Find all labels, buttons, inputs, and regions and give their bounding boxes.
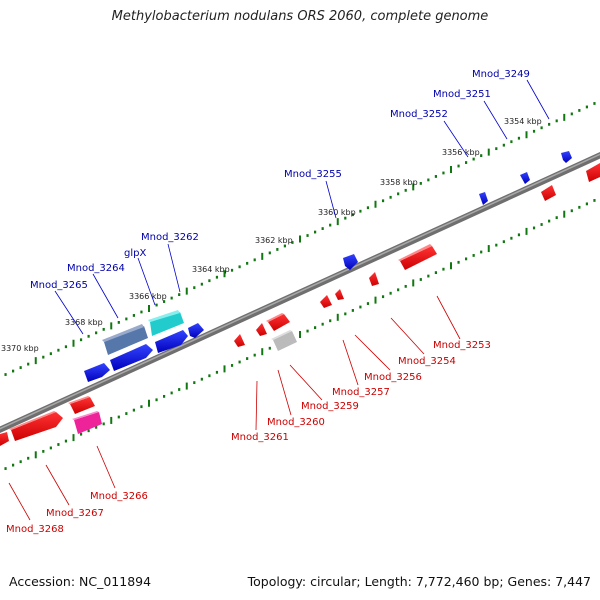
gene-mnod-3266 xyxy=(70,397,95,414)
gene-mnod-3260 xyxy=(268,314,290,331)
label-mnod-3255: Mnod_3255 xyxy=(284,169,342,180)
gene-mnod-3267-top xyxy=(9,411,56,430)
gene-mnod-3249 xyxy=(561,151,572,163)
label-mnod-3268: Mnod_3268 xyxy=(6,524,64,535)
gene-mnod-3257 xyxy=(335,289,344,300)
label-mnod-3261: Mnod_3261 xyxy=(231,432,289,443)
gene-mnod-3264-top xyxy=(102,324,144,342)
label-mnod-3266: Mnod_3266 xyxy=(90,491,148,502)
leader-lines-bottom xyxy=(8,295,461,521)
ruler-top xyxy=(4,102,596,376)
leader-lines-top xyxy=(54,79,550,335)
gene-mnod-3252 xyxy=(479,192,488,205)
gene-grey xyxy=(273,331,297,351)
gene-mnod-3266-top xyxy=(68,396,90,404)
tick-label-3358: 3358 kbp xyxy=(380,178,418,187)
gene-mnod-3267-pink xyxy=(74,412,102,434)
label-mnod-3264: Mnod_3264 xyxy=(67,263,125,274)
accession-text: Accession: NC_011894 xyxy=(9,574,152,589)
label-mnod-3251: Mnod_3251 xyxy=(433,89,491,100)
genome-summary-text: Topology: circular; Length: 7,772,460 bp… xyxy=(247,574,591,589)
label-glpx: glpX xyxy=(124,248,146,259)
reverse-gene-labels: Mnod_3253 Mnod_3254 Mnod_3256 Mnod_3257 … xyxy=(6,340,491,535)
label-mnod-3260: Mnod_3260 xyxy=(267,417,325,428)
gene-mnod-3262 xyxy=(188,323,204,338)
gene-mnod-3261b xyxy=(234,334,245,347)
label-mnod-3267: Mnod_3267 xyxy=(46,508,104,519)
gene-mnod-3254-top xyxy=(398,244,432,261)
tick-label-3356: 3356 kbp xyxy=(442,148,480,157)
tick-label-3370: 3370 kbp xyxy=(1,344,39,353)
label-mnod-3262: Mnod_3262 xyxy=(141,232,199,243)
gene-mnod-3267 xyxy=(11,412,63,441)
gene-mnod-3265 xyxy=(84,363,110,382)
label-mnod-3265: Mnod_3265 xyxy=(30,280,88,291)
tick-label-3362: 3362 kbp xyxy=(255,236,293,245)
label-mnod-3253: Mnod_3253 xyxy=(433,340,491,351)
gene-mnod-3263 xyxy=(155,330,188,353)
gene-mnod-3259 xyxy=(320,295,332,308)
tick-label-3364: 3364 kbp xyxy=(192,265,230,274)
map-title: Methylobacterium nodulans ORS 2060, comp… xyxy=(111,9,489,24)
tick-label-3360: 3360 kbp xyxy=(318,208,356,217)
forward-gene-labels: Mnod_3249 Mnod_3251 Mnod_3252 Mnod_3255 … xyxy=(30,69,530,291)
gene-grey-top xyxy=(271,330,292,340)
gene-mnod-3261 xyxy=(256,323,267,336)
gene-mnod-3264b xyxy=(110,344,153,371)
label-mnod-3256: Mnod_3256 xyxy=(364,372,422,383)
reverse-genes xyxy=(0,163,600,446)
forward-genes xyxy=(84,151,572,382)
gene-mnod-3256 xyxy=(369,272,379,286)
label-mnod-3249: Mnod_3249 xyxy=(472,69,530,80)
label-mnod-3252: Mnod_3252 xyxy=(390,109,448,120)
gene-mnod-3268 xyxy=(0,432,9,446)
tick-label-3354: 3354 kbp xyxy=(504,117,542,126)
tick-label-3366: 3366 kbp xyxy=(129,292,167,301)
tick-label-3368: 3368 kbp xyxy=(65,318,103,327)
gene-mnod-3255 xyxy=(343,254,358,270)
gene-mnod-3253 xyxy=(586,163,600,182)
label-mnod-3254: Mnod_3254 xyxy=(398,356,456,367)
gene-glpx xyxy=(150,312,184,336)
gene-mnod-3253b xyxy=(541,185,556,201)
label-mnod-3259: Mnod_3259 xyxy=(301,401,359,412)
gene-mnod-3251 xyxy=(520,172,530,184)
label-mnod-3257: Mnod_3257 xyxy=(332,387,390,398)
gene-mnod-3260-top xyxy=(266,313,284,322)
gene-mnod-3267-pink-top xyxy=(72,411,99,420)
tick-labels: 3354 kbp 3356 kbp 3358 kbp 3360 kbp 3362… xyxy=(1,117,542,353)
gene-mnod-3264 xyxy=(104,326,148,355)
gene-mnod-3254 xyxy=(400,246,437,270)
gene-glpx-top xyxy=(148,310,180,322)
backbone-track xyxy=(0,151,600,434)
